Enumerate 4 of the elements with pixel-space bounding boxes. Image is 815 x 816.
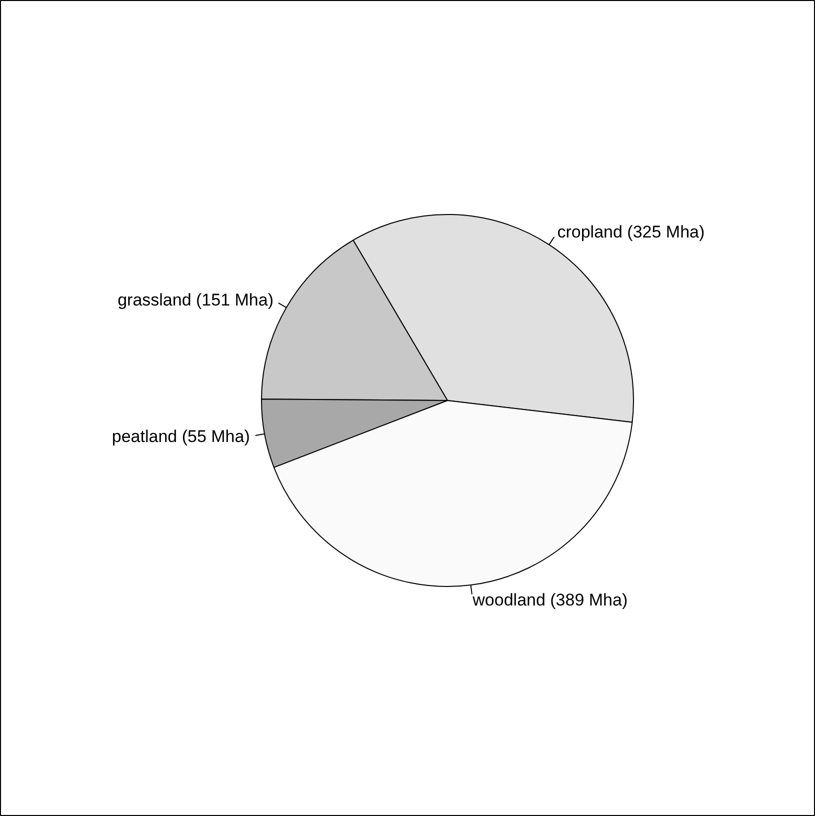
slice-label: woodland (389 Mha)	[472, 590, 628, 610]
slice-label: grassland (151 Mha)	[118, 290, 274, 310]
slice-label: peatland (55 Mha)	[112, 426, 250, 446]
slice-label: cropland (325 Mha)	[557, 222, 705, 242]
